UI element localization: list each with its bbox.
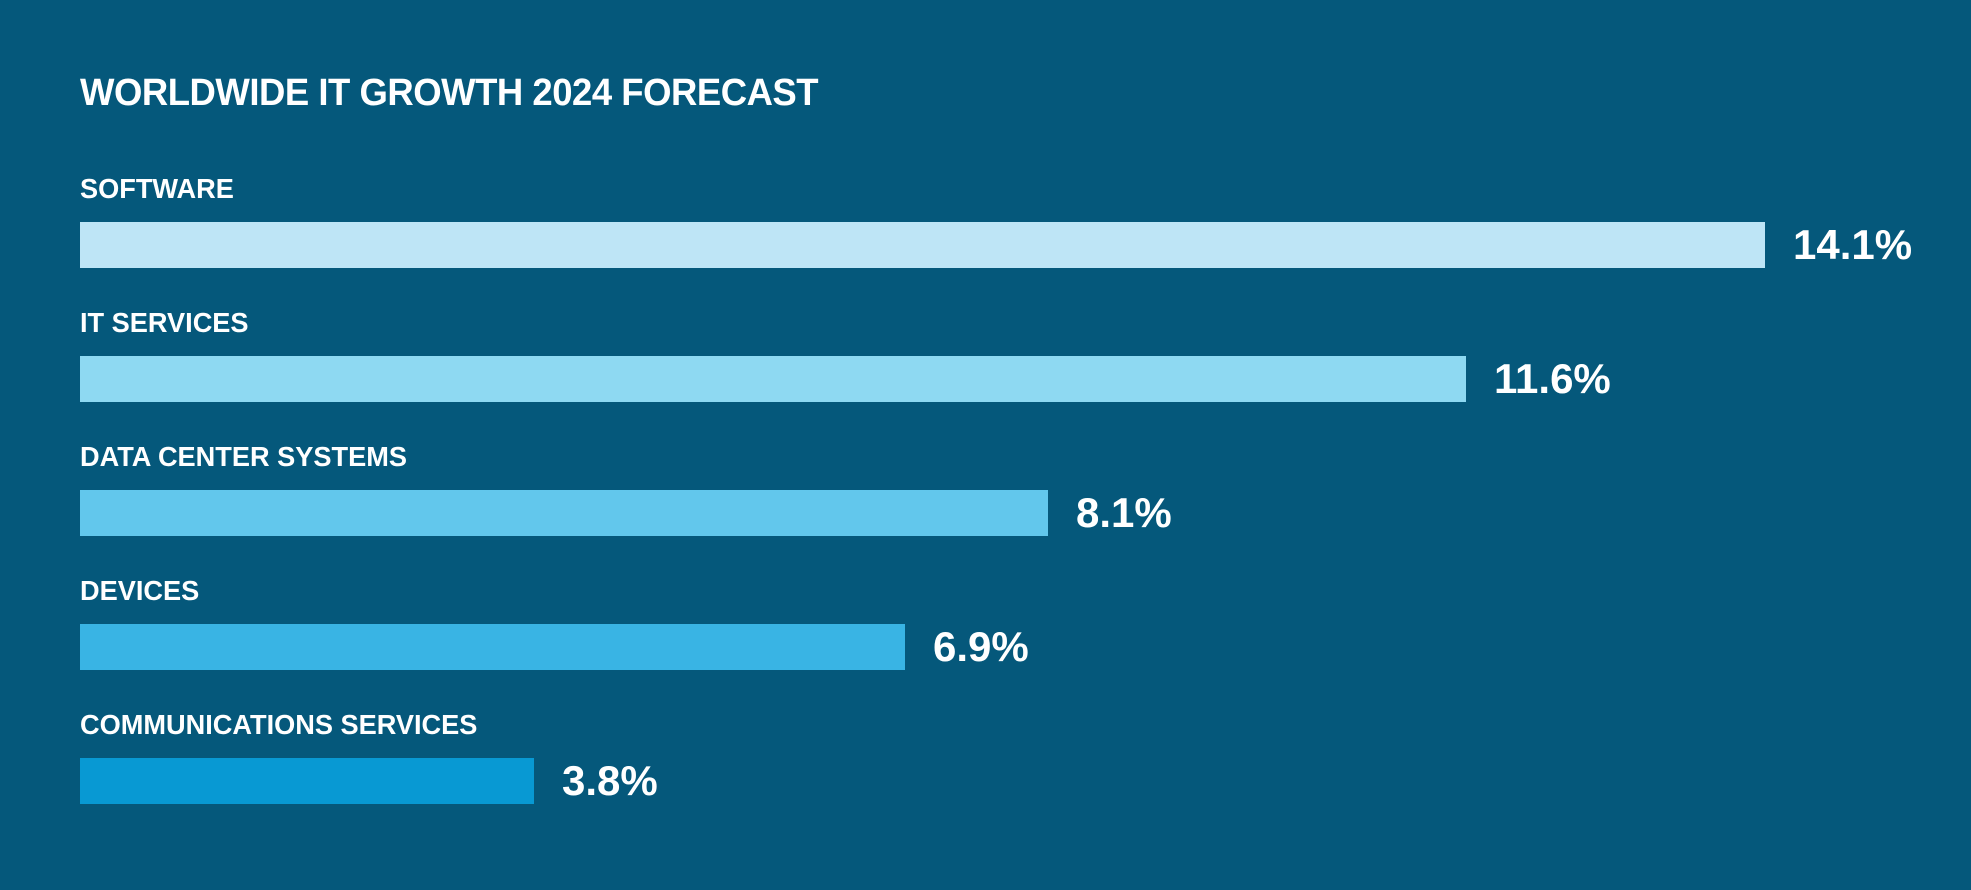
bar	[80, 356, 1466, 402]
bar-value: 11.6%	[1494, 355, 1611, 402]
bar-label: DATA CENTER SYSTEMS	[80, 441, 407, 472]
bar-label: COMMUNICATIONS SERVICES	[80, 709, 478, 740]
bar-value: 6.9%	[933, 623, 1029, 670]
bar	[80, 624, 905, 670]
bar-value: 3.8%	[562, 757, 658, 804]
bar-label: SOFTWARE	[80, 173, 234, 204]
bar	[80, 490, 1048, 536]
bar-value: 8.1%	[1076, 489, 1172, 536]
bar-row: COMMUNICATIONS SERVICES 3.8%	[80, 708, 1940, 804]
bar-value: 14.1%	[1793, 221, 1913, 268]
chart-title: WORLDWIDE IT GROWTH 2024 FORECAST	[80, 72, 819, 114]
bar-line: 11.6%	[80, 356, 1940, 402]
bar-line: 8.1%	[80, 490, 1940, 536]
bar-label: DEVICES	[80, 575, 200, 606]
bar-row: DATA CENTER SYSTEMS 8.1%	[80, 440, 1940, 536]
bar-label: IT SERVICES	[80, 307, 249, 338]
bar-row: SOFTWARE 14.1%	[80, 172, 1940, 268]
bar-row: IT SERVICES 11.6%	[80, 306, 1940, 402]
bar-line: 14.1%	[80, 222, 1940, 268]
bar-row: DEVICES 6.9%	[80, 574, 1940, 670]
bar-line: 3.8%	[80, 758, 1940, 804]
bar-line: 6.9%	[80, 624, 1940, 670]
bar	[80, 222, 1765, 268]
bar	[80, 758, 534, 804]
